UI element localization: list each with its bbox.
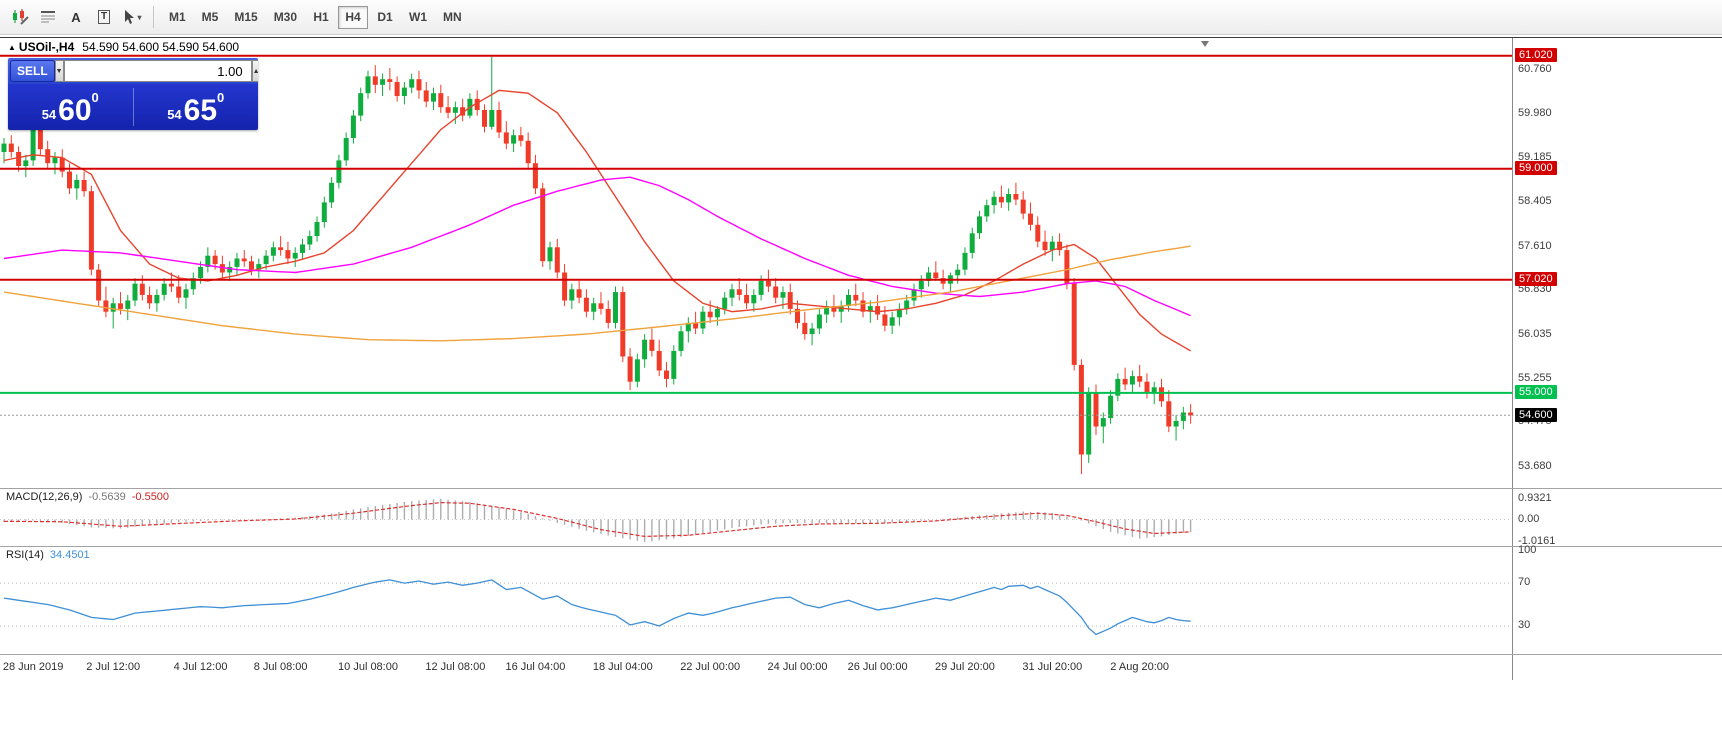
macd-panel-separator[interactable] (0, 488, 1722, 489)
time-axis-label: 24 Jul 00:00 (767, 661, 828, 673)
timeframe-m15[interactable]: M15 (227, 6, 264, 29)
buy-price-sup: 0 (217, 90, 225, 105)
time-axis-label: 2 Aug 20:00 (1110, 661, 1170, 673)
price-tick-label: 57.610 (1518, 239, 1552, 252)
time-axis-label: 2 Jul 12:00 (86, 661, 141, 673)
price-tick-label: 56.035 (1518, 327, 1552, 340)
buy-price-big: 65 (183, 94, 218, 127)
time-axis-separator (0, 654, 1722, 655)
chart-ohlc-values: 54.590 54.600 54.590 54.600 (82, 40, 240, 54)
volume-input[interactable] (63, 60, 252, 82)
buy-price-prefix: 54 (167, 107, 182, 122)
price-level-badge: 59.000 (1515, 161, 1557, 176)
rsi-tick-label: 70 (1518, 576, 1531, 589)
timeframe-toolbar: M1 M5 M15 M30 H1 H4 D1 W1 MN (161, 5, 470, 29)
rsi-tick-label: 100 (1518, 544, 1537, 556)
rsi-panel-separator[interactable] (0, 546, 1722, 547)
chart-tools-button[interactable] (7, 4, 33, 30)
trade-controls-row: SELL ▼ ▲ BUY (8, 58, 258, 84)
price-tick-label: 58.405 (1518, 195, 1552, 208)
macd-tick-label: 0.9321 (1518, 491, 1552, 504)
timeframe-m30[interactable]: M30 (267, 6, 304, 29)
time-axis-label: 28 Jun 2019 (2, 661, 64, 673)
price-level-badge: 55.000 (1515, 385, 1557, 400)
data-window-button[interactable] (35, 4, 61, 30)
time-axis-label: 22 Jul 00:00 (680, 661, 741, 673)
chart-symbol-label: USOil-,H4 (18, 40, 75, 54)
macd-tick-label: -1.0161 (1518, 535, 1556, 548)
timeframe-m5[interactable]: M5 (195, 6, 226, 29)
price-tick-label: 59.185 (1518, 151, 1552, 164)
sell-price-prefix: 54 (41, 107, 57, 122)
direction-up-icon: ▲ (8, 43, 16, 52)
text-label-tool-icon: T (97, 10, 111, 24)
rsi-value: 34.4501 (49, 549, 90, 561)
toolbar-separator (153, 6, 154, 28)
price-level-badge: 57.020 (1515, 272, 1557, 287)
line-studies-button[interactable]: ▾ (119, 4, 145, 30)
time-axis-label: 8 Jul 08:00 (253, 661, 308, 673)
rsi-name: RSI(14) (6, 549, 44, 561)
price-divider (132, 88, 134, 126)
price-tick-label: 56.830 (1518, 283, 1552, 296)
volume-increase-button[interactable]: ▲ (251, 60, 258, 82)
text-tool-icon: A (71, 9, 81, 25)
chart-window-border (0, 37, 1722, 38)
price-tick-label: 53.680 (1518, 459, 1552, 472)
buy-price-display[interactable]: 54 65 0 (134, 84, 259, 130)
timeframe-m1[interactable]: M1 (162, 6, 193, 29)
chevron-down-icon: ▾ (137, 12, 142, 22)
volume-decrease-button[interactable]: ▼ (54, 60, 64, 82)
time-axis-label: 10 Jul 08:00 (338, 661, 398, 673)
timeframe-h4[interactable]: H4 (338, 5, 369, 29)
sell-price-big: 60 (58, 94, 92, 127)
macd-tick-label: 0.00 (1518, 512, 1540, 525)
macd-name: MACD(12,26,9) (6, 491, 83, 503)
timeframe-d1[interactable]: D1 (370, 6, 400, 29)
timeframe-h1[interactable]: H1 (306, 6, 336, 29)
sell-price-display[interactable]: 54 60 0 (8, 84, 133, 130)
price-display-row: 54 60 0 54 65 0 (8, 84, 258, 130)
timeframe-w1[interactable]: W1 (402, 6, 434, 29)
main-toolbar: A T ▾ M1 M5 M15 M30 H1 H4 D1 W1 MN (0, 0, 1722, 35)
candlestick-chart-icon (13, 9, 29, 25)
time-axis-label: 31 Jul 20:00 (1022, 661, 1083, 673)
text-label-tool-button[interactable]: T (91, 4, 117, 30)
timeframe-mn[interactable]: MN (436, 6, 469, 29)
time-axis-label: 4 Jul 12:00 (173, 661, 228, 673)
rsi-label: RSI(14) 34.4501 (6, 549, 90, 561)
price-tick-label: 59.980 (1518, 106, 1552, 119)
time-axis-label: 12 Jul 08:00 (425, 661, 486, 673)
time-axis-label: 26 Jul 00:00 (847, 661, 908, 673)
price-axis-border (1512, 38, 1513, 680)
macd-main-value: -0.5639 (88, 491, 126, 503)
time-axis-label: 16 Jul 04:00 (505, 661, 566, 673)
chart-shift-marker-icon[interactable] (1201, 41, 1209, 47)
text-tool-button[interactable]: A (63, 4, 89, 30)
macd-signal-value: -0.5500 (131, 491, 170, 503)
time-axis-label: 18 Jul 04:00 (592, 661, 653, 673)
rsi-tick-label: 30 (1518, 618, 1531, 631)
price-level-badge: 61.020 (1515, 48, 1557, 63)
price-tick-label: 55.255 (1518, 371, 1552, 384)
cursor-arrow-icon (125, 10, 135, 24)
sell-price-sup: 0 (91, 90, 99, 105)
current-price-badge: 54.600 (1515, 407, 1557, 422)
price-tick-label: 60.760 (1518, 63, 1552, 76)
chart-title: ▲ USOil-,H4 54.590 54.600 54.590 54.600 (8, 40, 239, 54)
data-window-icon (41, 11, 55, 23)
sell-button[interactable]: SELL (10, 60, 55, 82)
macd-label: MACD(12,26,9) -0.5639 -0.5500 (6, 491, 169, 503)
time-axis-label: 29 Jul 20:00 (934, 661, 995, 673)
